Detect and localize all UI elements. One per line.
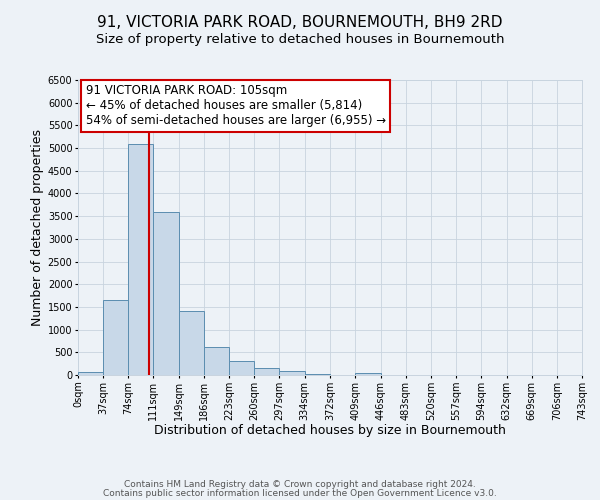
Text: Contains public sector information licensed under the Open Government Licence v3: Contains public sector information licen…: [103, 488, 497, 498]
Bar: [153, 212, 179, 375]
Bar: [229, 362, 254, 375]
Text: 91, VICTORIA PARK ROAD, BOURNEMOUTH, BH9 2RD: 91, VICTORIA PARK ROAD, BOURNEMOUTH, BH9…: [97, 15, 503, 30]
Bar: [305, 374, 331, 375]
Bar: [204, 348, 229, 375]
Bar: [254, 368, 280, 375]
Bar: [179, 310, 204, 375]
Bar: [78, 372, 103, 375]
Bar: [355, 373, 380, 375]
Bar: [128, 144, 153, 375]
Text: Size of property relative to detached houses in Bournemouth: Size of property relative to detached ho…: [96, 32, 504, 46]
Y-axis label: Number of detached properties: Number of detached properties: [31, 129, 44, 326]
Text: Contains HM Land Registry data © Crown copyright and database right 2024.: Contains HM Land Registry data © Crown c…: [124, 480, 476, 489]
X-axis label: Distribution of detached houses by size in Bournemouth: Distribution of detached houses by size …: [154, 424, 506, 437]
Bar: [103, 300, 128, 375]
Text: 91 VICTORIA PARK ROAD: 105sqm
← 45% of detached houses are smaller (5,814)
54% o: 91 VICTORIA PARK ROAD: 105sqm ← 45% of d…: [86, 84, 386, 128]
Bar: [280, 372, 305, 375]
